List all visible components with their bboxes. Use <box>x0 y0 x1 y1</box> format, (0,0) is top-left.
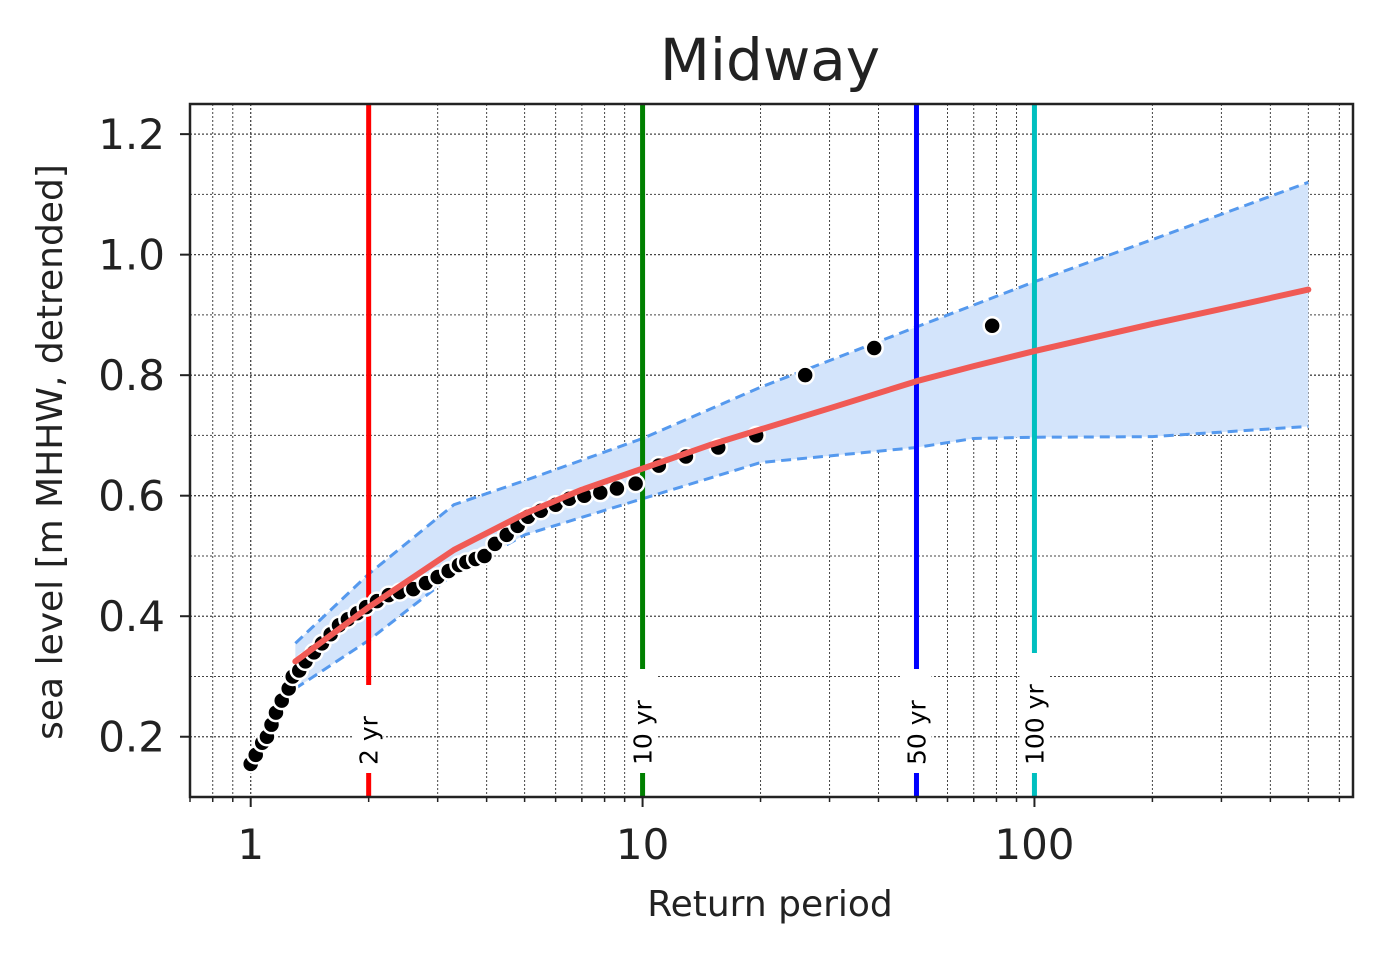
plot-frame <box>188 102 1355 799</box>
chart-title: Midway <box>660 26 880 94</box>
return-level-label: 50 yr <box>902 699 931 765</box>
return-level-label-bg <box>1019 653 1050 773</box>
y-tick-label: 1.2 <box>98 110 165 159</box>
return-level-label-bg <box>627 669 658 773</box>
y-tick-label: 0.8 <box>98 351 165 400</box>
observation-point <box>864 338 884 358</box>
return-level-label-bg <box>901 669 932 773</box>
y-tick-label: 1.0 <box>98 231 165 280</box>
fit-curve <box>292 286 1312 665</box>
observation-point <box>982 316 1002 336</box>
return-level-label: 2 yr <box>355 715 384 765</box>
x-axis-label: Return period <box>647 884 893 925</box>
y-tick-label: 0.6 <box>98 472 165 521</box>
fit-line <box>292 286 1312 665</box>
x-tick-label: 1 <box>237 820 264 869</box>
x-tick-label: 10 <box>616 820 669 869</box>
observation-point <box>474 546 495 566</box>
observation-point <box>795 365 815 385</box>
return-level-labels: 2 yr 10 yr 50 yr 100 yr <box>353 653 1050 773</box>
return-level-label: 10 yr <box>629 699 658 765</box>
y-tick-label: 0.2 <box>98 713 165 762</box>
x-tick-label: 100 <box>994 820 1074 869</box>
observation-point <box>625 473 646 494</box>
return-level-label: 100 yr <box>1020 684 1049 765</box>
confidence-interval <box>294 180 1309 690</box>
return-level-label-bg <box>353 685 384 773</box>
ci-lower-line <box>294 424 1309 690</box>
axis-ticks: 1 10 100 0.2 0.4 0.6 0.8 1.0 1.2 <box>98 110 1341 869</box>
y-axis-label: sea level [m MHHW, detrended] <box>30 164 71 740</box>
y-tick-label: 0.4 <box>98 592 165 641</box>
confidence-band <box>295 182 1309 689</box>
